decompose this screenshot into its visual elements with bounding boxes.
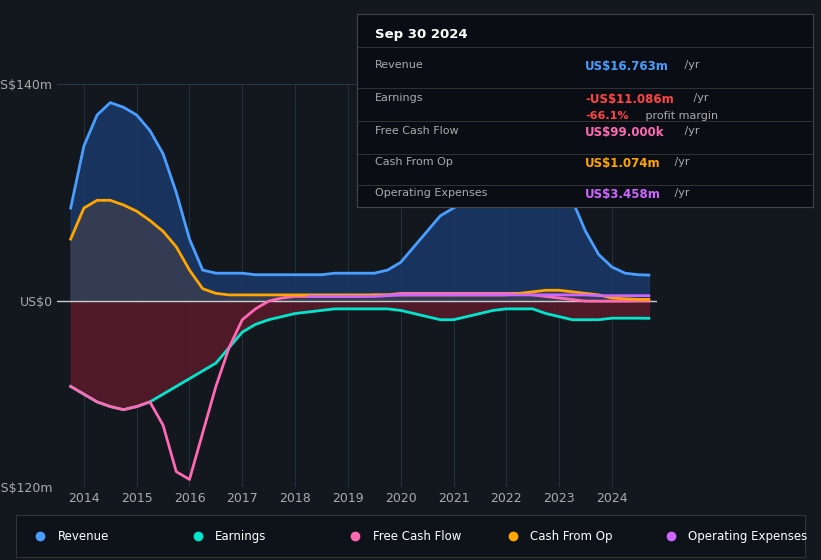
Text: /yr: /yr [671, 188, 690, 198]
Text: Revenue: Revenue [375, 60, 424, 71]
Text: -US$11.086m: -US$11.086m [585, 93, 674, 106]
Text: Sep 30 2024: Sep 30 2024 [375, 27, 468, 40]
Text: /yr: /yr [671, 157, 690, 167]
Text: Revenue: Revenue [57, 530, 108, 543]
Text: Operating Expenses: Operating Expenses [688, 530, 807, 543]
Text: -66.1%: -66.1% [585, 111, 628, 120]
Text: /yr: /yr [681, 60, 699, 71]
Text: /yr: /yr [681, 126, 699, 136]
Text: Operating Expenses: Operating Expenses [375, 188, 488, 198]
Text: profit margin: profit margin [642, 111, 718, 120]
Text: Cash From Op: Cash From Op [530, 530, 612, 543]
Text: US$3.458m: US$3.458m [585, 188, 661, 201]
Text: US$16.763m: US$16.763m [585, 60, 669, 73]
Text: US$1.074m: US$1.074m [585, 157, 661, 170]
Text: /yr: /yr [690, 93, 709, 103]
Text: Earnings: Earnings [215, 530, 266, 543]
Text: Free Cash Flow: Free Cash Flow [375, 126, 459, 136]
Text: US$99.000k: US$99.000k [585, 126, 664, 139]
Text: Earnings: Earnings [375, 93, 424, 103]
Text: Free Cash Flow: Free Cash Flow [373, 530, 461, 543]
Text: Cash From Op: Cash From Op [375, 157, 453, 167]
